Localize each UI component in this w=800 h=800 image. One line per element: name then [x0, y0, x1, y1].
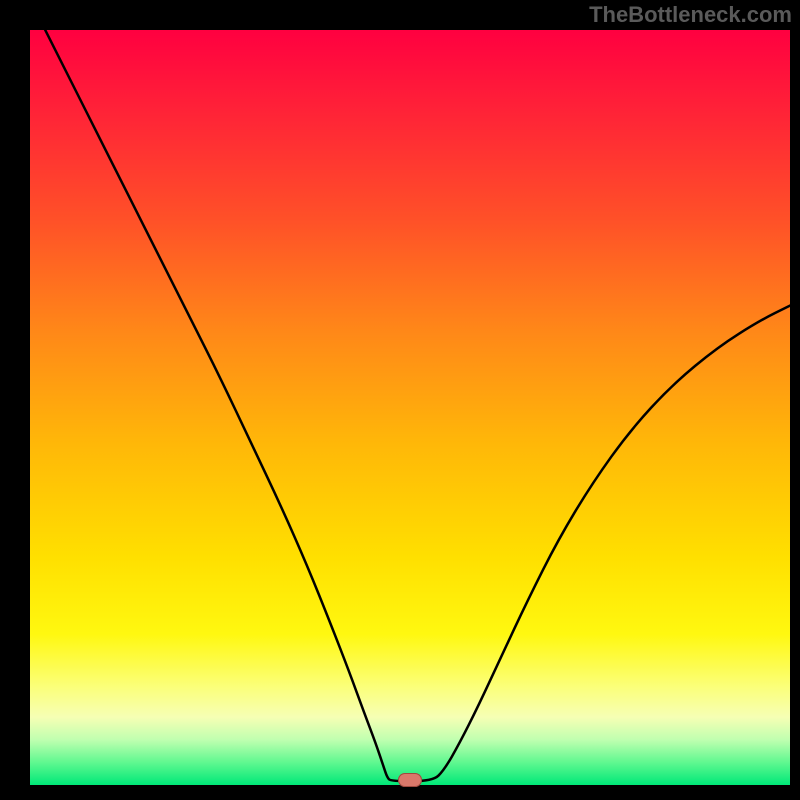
chart-container: TheBottleneck.com: [0, 0, 800, 800]
bottleneck-curve: [30, 30, 790, 785]
watermark-text: TheBottleneck.com: [589, 2, 792, 28]
plot-area: [30, 30, 790, 785]
minimum-marker: [398, 773, 422, 787]
